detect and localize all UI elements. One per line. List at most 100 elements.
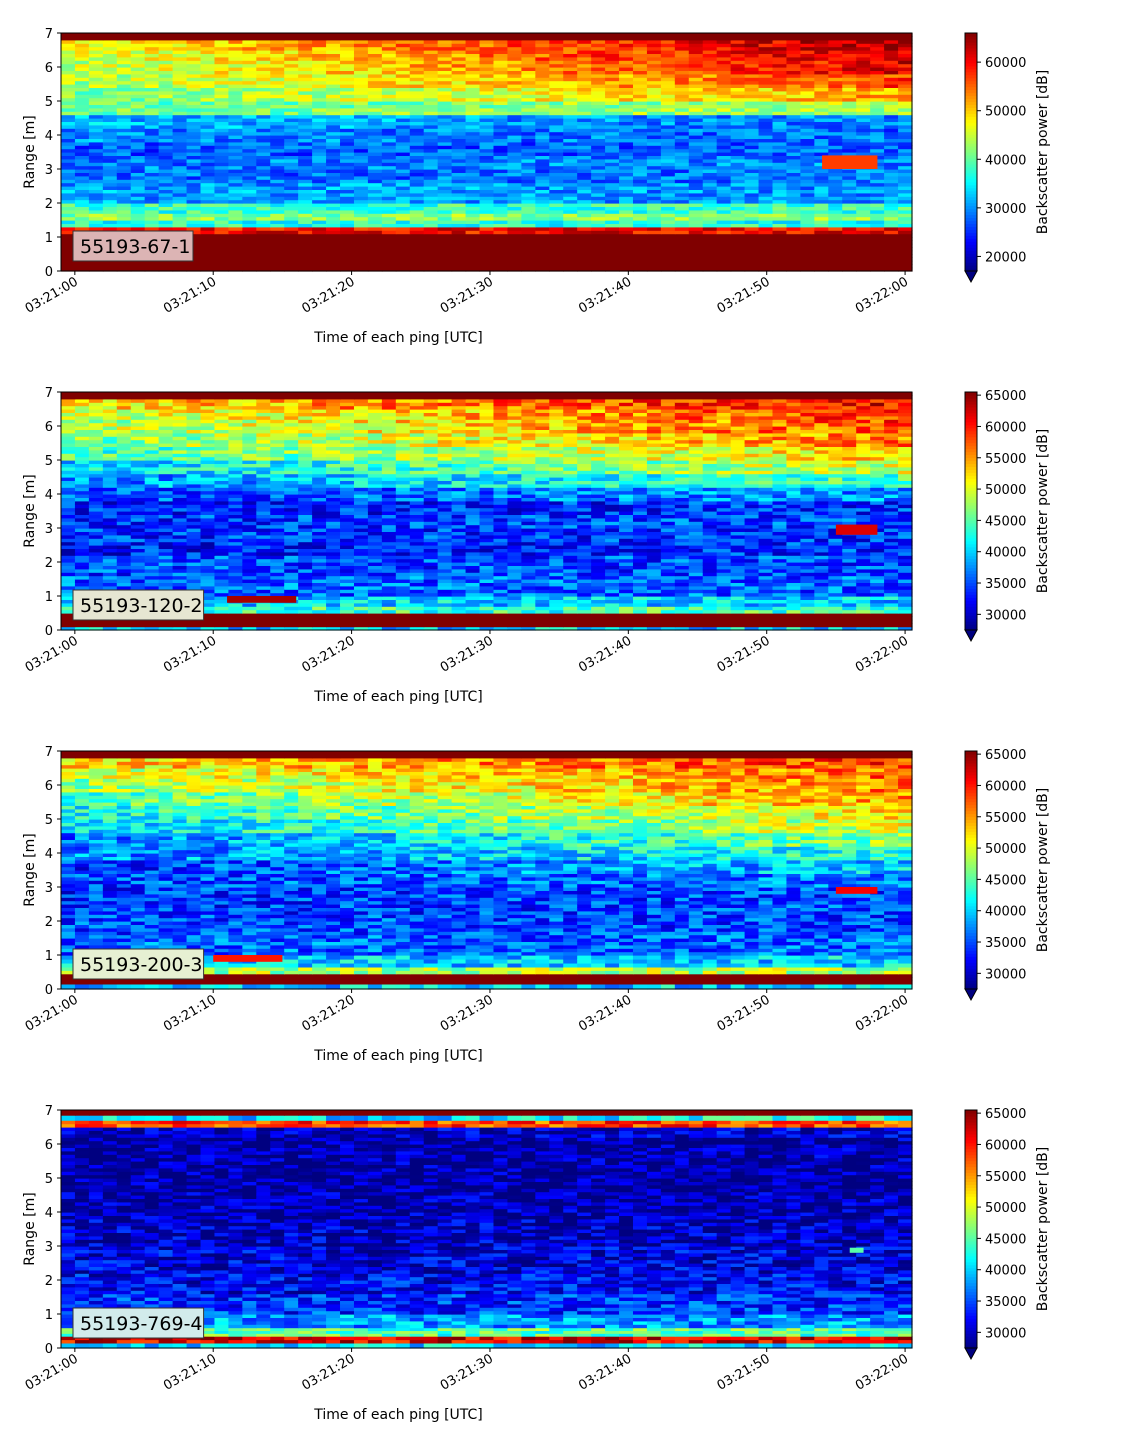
heatmap-cell — [605, 193, 620, 197]
heatmap-cell — [117, 159, 132, 163]
heatmap-cell — [326, 264, 341, 268]
heatmap-cell — [75, 176, 90, 180]
heatmap-cell — [661, 234, 676, 238]
heatmap-cell — [898, 227, 913, 231]
heatmap-cell — [466, 159, 481, 163]
heatmap-cell — [870, 264, 885, 268]
heatmap-cell — [187, 183, 202, 187]
heatmap-cell — [368, 227, 383, 231]
heatmap-cell — [201, 132, 216, 136]
heatmap-cell — [521, 244, 536, 248]
heatmap-cell — [605, 251, 620, 255]
heatmap-cell — [242, 183, 257, 187]
heatmap-cell — [131, 166, 146, 170]
heatmap-cell — [633, 33, 648, 37]
heatmap-cell — [61, 33, 76, 37]
heatmap-cell — [800, 132, 815, 136]
heatmap-cell — [675, 234, 690, 238]
heatmap-cell — [89, 176, 104, 180]
heatmap-cell — [396, 227, 411, 231]
heatmap-cell — [214, 183, 229, 187]
heatmap-cell — [270, 166, 285, 170]
heatmap-cell — [382, 251, 397, 255]
heatmap-cell — [521, 227, 536, 231]
heatmap-cell — [466, 33, 481, 37]
heatmap-cell — [452, 33, 467, 37]
heatmap-cell — [577, 159, 592, 163]
heatmap-cell — [368, 193, 383, 197]
heatmap-cell — [466, 210, 481, 214]
heatmap-cell — [884, 33, 899, 37]
x-tick-label: 03:21:50 — [715, 274, 773, 316]
heatmap-cell — [745, 193, 760, 197]
heatmap-cell — [214, 149, 229, 153]
heatmap-cell — [424, 142, 439, 146]
heatmap-cell — [717, 227, 732, 231]
heatmap-cell — [800, 183, 815, 187]
heatmap-cell — [466, 234, 481, 238]
heatmap-cell — [717, 33, 732, 37]
heatmap-cell — [842, 132, 857, 136]
heatmap-cell — [340, 176, 355, 180]
heatmap-cell — [521, 200, 536, 204]
heatmap-cell — [535, 149, 550, 153]
heatmap-cell — [689, 159, 704, 163]
heatmap-cell — [480, 193, 495, 197]
heatmap-cell — [145, 183, 160, 187]
heatmap-cell — [214, 244, 229, 248]
heatmap-cell — [270, 217, 285, 221]
heatmap-cell — [633, 149, 648, 153]
heatmap-cell — [842, 227, 857, 231]
heatmap-cell — [424, 159, 439, 163]
heatmap-cell — [396, 183, 411, 187]
heatmap-cell — [452, 176, 467, 180]
heatmap-cell — [438, 227, 453, 231]
heatmap-cell — [117, 217, 132, 221]
heatmap-cell — [61, 217, 76, 221]
heatmap-cell — [507, 264, 522, 268]
heatmap-cell — [117, 227, 132, 231]
heatmap-cell — [786, 210, 801, 214]
heatmap-cell — [340, 244, 355, 248]
heatmap-cell — [842, 264, 857, 268]
heatmap-cell — [563, 217, 578, 221]
heatmap-cell — [661, 166, 676, 170]
heatmap-cell — [745, 33, 760, 37]
heatmap-cell — [521, 264, 536, 268]
heatmap-cell — [814, 217, 829, 221]
heatmap-cell — [145, 193, 160, 197]
heatmap-cell — [633, 234, 648, 238]
heatmap-cell — [187, 200, 202, 204]
heatmap-cell — [256, 33, 271, 37]
heatmap-cell — [800, 159, 815, 163]
heatmap-cell — [326, 200, 341, 204]
heatmap-cell — [424, 210, 439, 214]
heatmap-cell — [856, 193, 871, 197]
heatmap-cell — [340, 234, 355, 238]
heatmap-cell — [131, 149, 146, 153]
heatmap-cell — [382, 200, 397, 204]
heatmap-cell — [187, 193, 202, 197]
heatmap-cell — [898, 244, 913, 248]
heatmap-cell — [173, 149, 188, 153]
heatmap-cell — [201, 142, 216, 146]
heatmap-cell — [591, 234, 606, 238]
heatmap-cell — [228, 149, 243, 153]
heatmap-cell — [354, 244, 369, 248]
heatmap-cell — [354, 227, 369, 231]
heatmap-cell — [396, 149, 411, 153]
heatmap-cell — [870, 33, 885, 37]
heatmap-cell — [228, 227, 243, 231]
heatmap-cell — [772, 234, 787, 238]
heatmap-cell — [410, 227, 425, 231]
heatmap-cell — [759, 183, 774, 187]
heatmap-cell — [145, 176, 160, 180]
heatmap-cell — [870, 176, 885, 180]
heatmap-cell — [870, 234, 885, 238]
heatmap-cell — [326, 193, 341, 197]
heatmap-cell — [284, 176, 299, 180]
heatmap-cell — [466, 176, 481, 180]
heatmap-cell — [828, 142, 843, 146]
heatmap-cell — [270, 193, 285, 197]
heatmap-cell — [786, 200, 801, 204]
